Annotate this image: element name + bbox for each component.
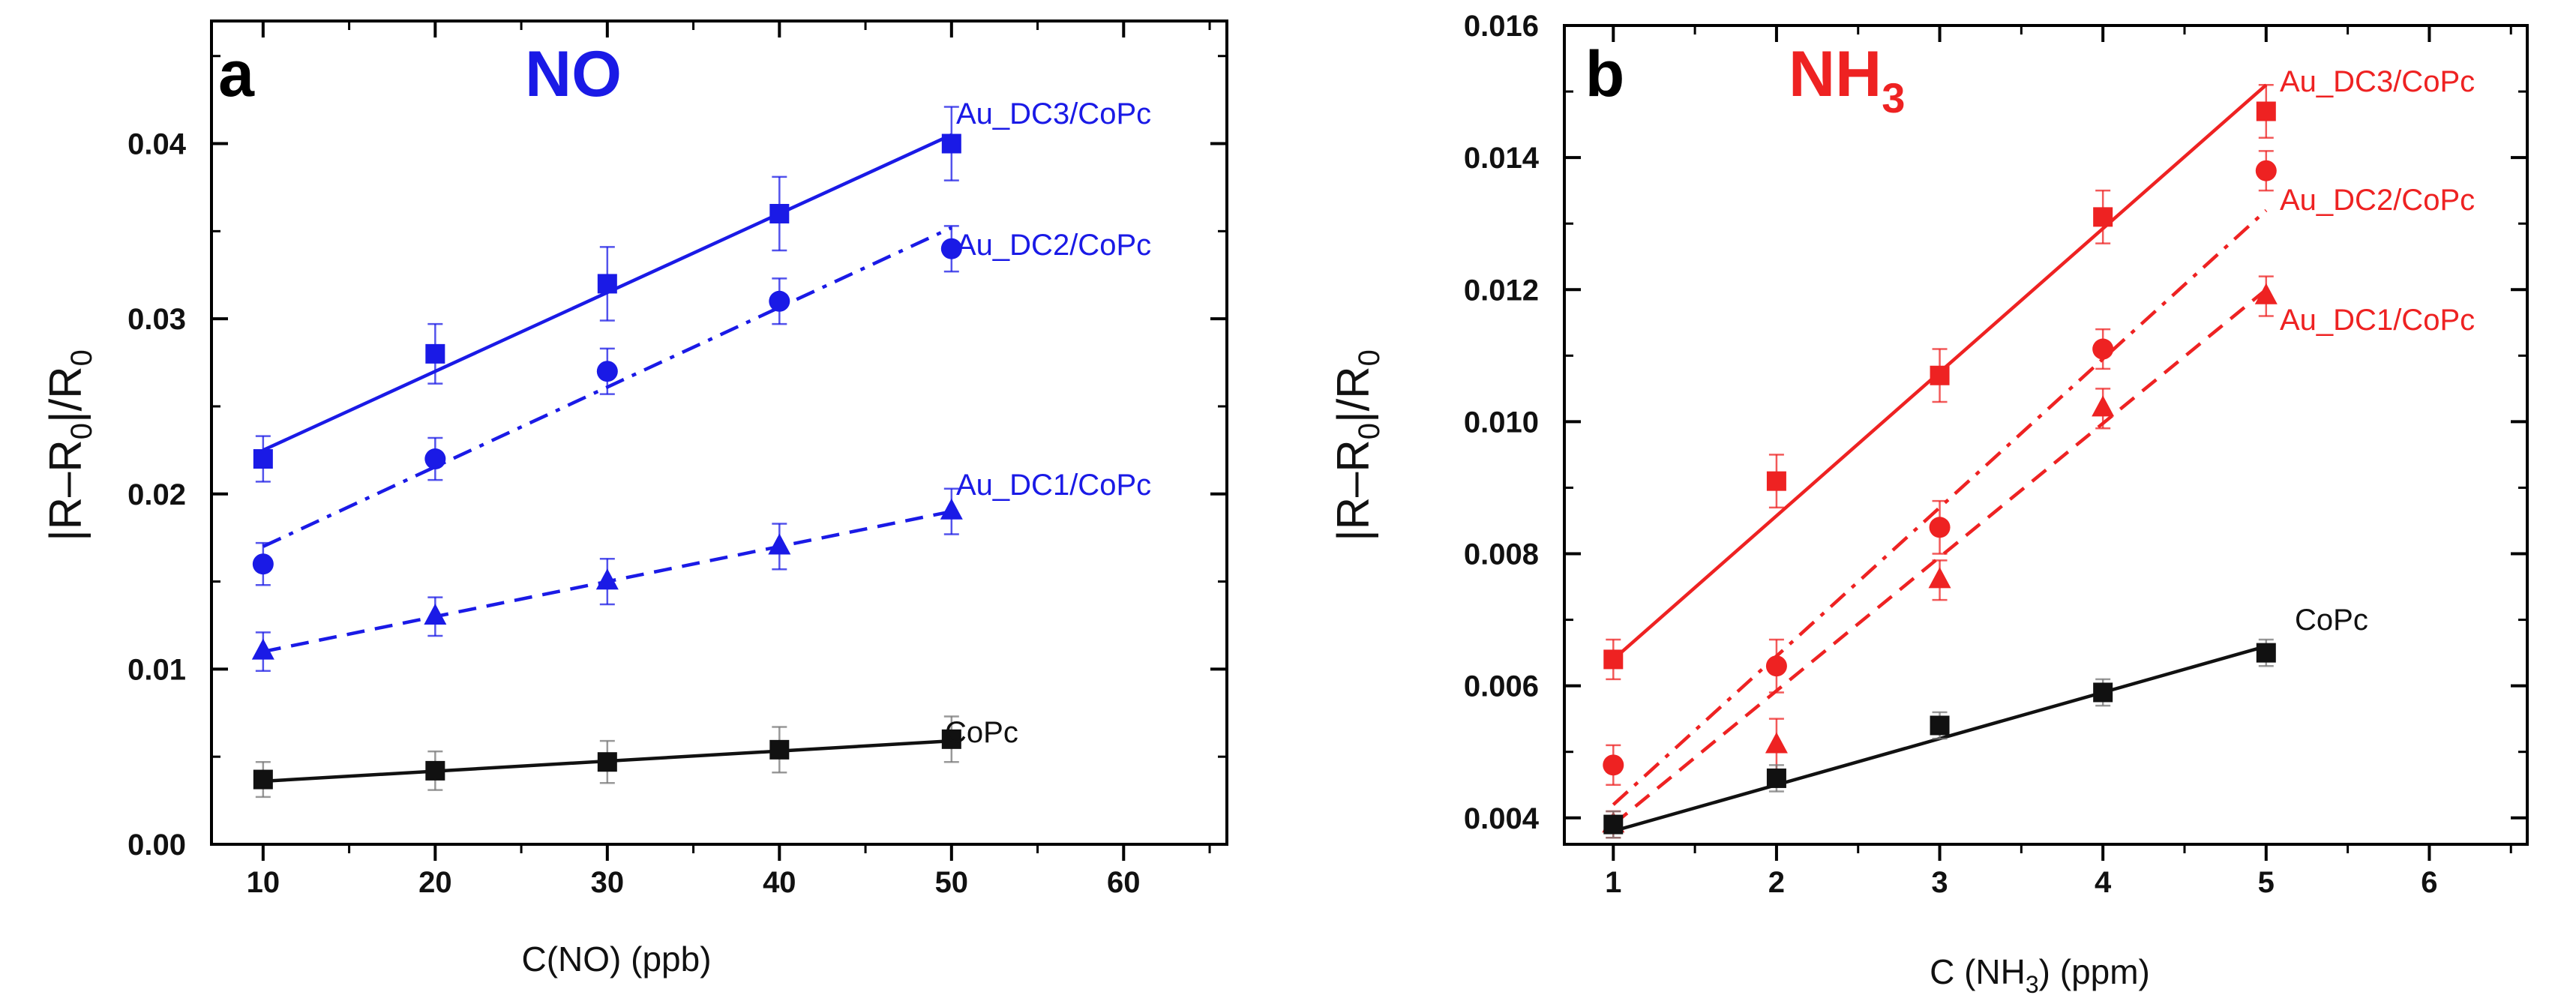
y-tick-label: 0.006 bbox=[1464, 670, 1539, 703]
data-point bbox=[1765, 732, 1788, 754]
data-point bbox=[1930, 365, 1950, 385]
panel-b-y-axis-title: |R–R0|/R0 bbox=[1328, 349, 1386, 541]
panel-b-chart: b NH3 C (NH3) (ppm) |R–R0|/R0 0.0040.006… bbox=[1328, 10, 2529, 995]
y-tick-label: 0.01 bbox=[127, 653, 186, 686]
y-tick-label: 0.004 bbox=[1464, 802, 1540, 835]
x-tick-label: 5 bbox=[2258, 866, 2275, 899]
x-tick-label: 6 bbox=[2421, 866, 2437, 899]
x-tick-label: 4 bbox=[2095, 866, 2112, 899]
series-label: Au_DC2/CoPc bbox=[956, 229, 1151, 262]
panel-a-letter: a bbox=[218, 38, 255, 110]
x-tick-label: 50 bbox=[935, 866, 969, 899]
data-point bbox=[769, 739, 790, 760]
series-au-dc1-copc bbox=[251, 487, 963, 672]
data-point bbox=[1765, 655, 1787, 677]
series-au-dc3-copc bbox=[253, 106, 961, 483]
y-tick-label: 0.016 bbox=[1464, 10, 1539, 43]
panel-a-chart: a NO C(NO) (ppb) |R–R0|/R0 0.00 0.01 0.02 0… bbox=[40, 19, 1228, 979]
panel-b-x-axis-title: C (NH3) (ppm) bbox=[1930, 952, 2150, 995]
data-point bbox=[1603, 814, 1624, 835]
panel-a-gas-label: NO bbox=[525, 38, 622, 110]
data-point bbox=[252, 553, 274, 575]
y-tick-label: 0.010 bbox=[1464, 406, 1539, 439]
series-au-dc2-copc bbox=[1603, 150, 2277, 806]
data-point bbox=[769, 290, 790, 312]
series-label: Au_DC2/CoPc bbox=[2280, 184, 2475, 217]
panel-b-gas-label-main: NH bbox=[1789, 38, 1882, 110]
data-point bbox=[940, 498, 963, 520]
series-copc bbox=[253, 715, 961, 799]
data-point bbox=[2254, 283, 2278, 304]
data-point bbox=[2255, 160, 2277, 181]
panel-a-y-axis-title: |R–R0|/R0 bbox=[40, 349, 98, 541]
x-tick-label: 2 bbox=[1768, 866, 1785, 899]
data-point bbox=[597, 274, 617, 294]
plot-frame bbox=[210, 19, 1228, 846]
data-point bbox=[1929, 517, 1951, 538]
panel-b-letter: b bbox=[1585, 38, 1625, 110]
x-tick-label: 60 bbox=[1107, 866, 1141, 899]
data-point bbox=[596, 361, 618, 382]
y-tick-label: 0.014 bbox=[1464, 142, 1540, 175]
series-label: Au_DC1/CoPc bbox=[2280, 304, 2475, 337]
data-point bbox=[769, 203, 790, 223]
x-tick-label: 1 bbox=[1605, 866, 1621, 899]
x-tick-label: 3 bbox=[1931, 866, 1948, 899]
plot-frame bbox=[1563, 24, 2529, 846]
data-point bbox=[595, 568, 619, 590]
y-tick-label: 0.02 bbox=[127, 478, 186, 511]
data-point bbox=[2256, 101, 2276, 121]
series-label: CoPc bbox=[945, 716, 1018, 749]
data-point bbox=[424, 603, 447, 625]
series-au-dc3-copc bbox=[1603, 83, 2276, 681]
panel-a-x-axis-title: C(NO) (ppb) bbox=[521, 940, 711, 979]
data-point bbox=[2092, 395, 2115, 417]
y-tick-label: 0.03 bbox=[127, 303, 186, 336]
data-point bbox=[425, 760, 445, 781]
panel-b-gas-label: NH3 bbox=[1789, 38, 1905, 121]
x-tick-label: 30 bbox=[591, 866, 625, 899]
data-point bbox=[253, 449, 273, 469]
x-tick-label: 40 bbox=[763, 866, 796, 899]
data-point bbox=[1930, 715, 1950, 736]
series-au-dc2-copc bbox=[252, 225, 962, 586]
data-point bbox=[1603, 754, 1624, 776]
data-point bbox=[2093, 682, 2113, 703]
y-tick-label: 0.008 bbox=[1464, 538, 1539, 571]
data-point bbox=[768, 533, 791, 555]
data-point bbox=[2093, 207, 2113, 227]
x-tick-label: 10 bbox=[247, 866, 280, 899]
y-tick-label: 0.012 bbox=[1464, 274, 1539, 307]
data-point bbox=[940, 238, 962, 259]
y-tick-label: 0.00 bbox=[127, 829, 186, 862]
data-point bbox=[424, 448, 446, 470]
series-label: CoPc bbox=[2295, 604, 2368, 637]
y-tick-label: 0.04 bbox=[127, 128, 187, 161]
data-point bbox=[1766, 768, 1786, 788]
data-point bbox=[251, 638, 274, 660]
series-label: Au_DC3/CoPc bbox=[2280, 65, 2475, 98]
panel-b-gas-label-sub: 3 bbox=[1882, 74, 1905, 121]
data-point bbox=[2092, 338, 2114, 360]
series-label: Au_DC1/CoPc bbox=[956, 469, 1151, 502]
data-point bbox=[597, 752, 617, 772]
data-point bbox=[1766, 471, 1786, 491]
series-label: Au_DC3/CoPc bbox=[956, 97, 1151, 130]
series-copc bbox=[1603, 638, 2276, 839]
x-tick-label: 20 bbox=[418, 866, 452, 899]
data-point bbox=[941, 133, 961, 154]
data-point bbox=[941, 729, 961, 749]
data-point bbox=[2256, 643, 2276, 663]
data-point bbox=[425, 343, 445, 364]
data-point bbox=[253, 769, 273, 790]
data-point bbox=[1603, 649, 1624, 670]
data-point bbox=[1928, 567, 1951, 589]
